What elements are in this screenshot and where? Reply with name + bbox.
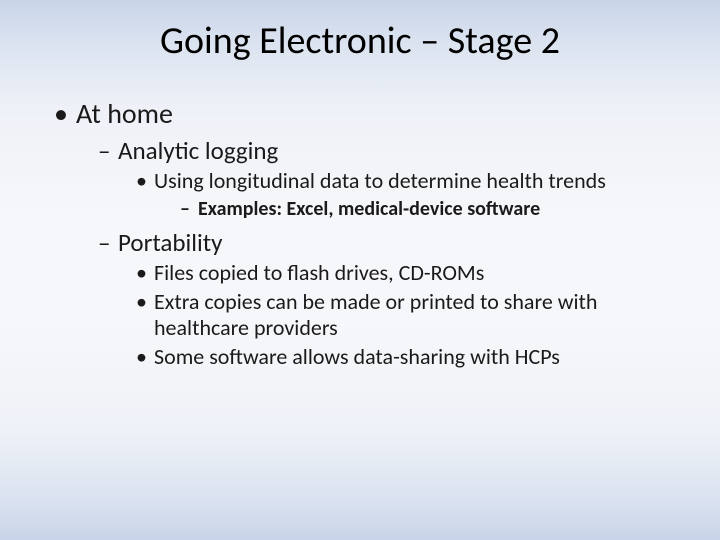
bullet-lvl3: •Extra copies can be made or printed to … [136, 289, 680, 343]
dash-icon: – [98, 227, 118, 258]
bullet-dot-icon: • [136, 344, 154, 371]
lvl2-text: Analytic logging [118, 135, 278, 166]
slide: Going Electronic – Stage 2 •At home –Ana… [0, 0, 720, 540]
bullet-lvl3: •Using longitudinal data to determine he… [136, 168, 680, 195]
bullet-lvl3: •Files copied to flash drives, CD-ROMs [136, 260, 680, 287]
lvl3-text: Using longitudinal data to determine hea… [154, 168, 680, 195]
bullet-dot-icon: • [136, 289, 154, 343]
dash-icon: – [180, 197, 198, 221]
lvl4-text: Examples: Excel, medical-device software [198, 197, 540, 221]
bullet-dot-icon: • [54, 96, 76, 131]
bullet-lvl3: •Some software allows data-sharing with … [136, 344, 680, 371]
bullet-lvl1: •At home [54, 96, 680, 131]
slide-title: Going Electronic – Stage 2 [40, 18, 680, 64]
dash-icon: – [98, 135, 118, 166]
bullet-lvl2: –Analytic logging [98, 135, 680, 166]
bullet-lvl4: –Examples: Excel, medical-device softwar… [180, 197, 680, 221]
bullet-lvl2: –Portability [98, 227, 680, 258]
lvl3-text: Files copied to flash drives, CD-ROMs [154, 260, 680, 287]
bullet-dot-icon: • [136, 168, 154, 195]
lvl2-text: Portability [118, 227, 222, 258]
lvl1-text: At home [76, 96, 173, 131]
bullet-dot-icon: • [136, 260, 154, 287]
lvl3-text: Extra copies can be made or printed to s… [154, 289, 680, 343]
lvl3-text: Some software allows data-sharing with H… [154, 344, 680, 371]
